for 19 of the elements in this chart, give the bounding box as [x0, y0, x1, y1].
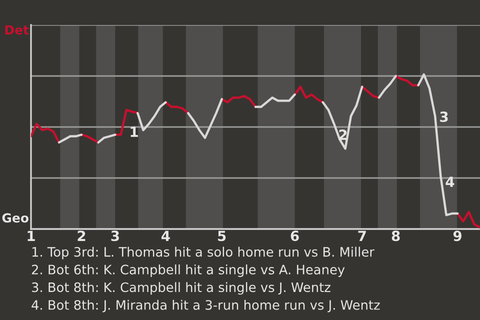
text: 4. Bot 8th: J. Miranda hit a 3-run home run vs J. Wentz: [32, 300, 380, 312]
x-tick-label: 9: [453, 230, 462, 242]
annotation: 2: [339, 130, 347, 140]
x-tick-label: 4: [161, 230, 170, 241]
text: Geo: [2, 213, 28, 223]
x-tick-label: 7: [358, 230, 366, 241]
annotation: 1: [130, 126, 138, 137]
annotation: 3: [440, 112, 448, 122]
x-tick-label: 1: [28, 230, 35, 241]
x-tick-label: 6: [290, 230, 299, 242]
x-tick-label: 8: [392, 230, 400, 242]
x-tick-label: 3: [111, 230, 119, 242]
text: 3. Bot 8th: K. Campbell hit a single vs J. Wentz: [32, 282, 330, 295]
text: 1. Top 3rd: L. Thomas hit a solo home run vs B. Miller: [32, 246, 374, 260]
x-tick-label: 2: [78, 230, 86, 241]
text: 2. Bot 6th: K. Campbell hit a single vs A. Heaney: [32, 264, 345, 277]
x-tick-label: 5: [218, 230, 226, 242]
annotation: 4: [446, 176, 454, 187]
text: Det: [5, 25, 29, 35]
